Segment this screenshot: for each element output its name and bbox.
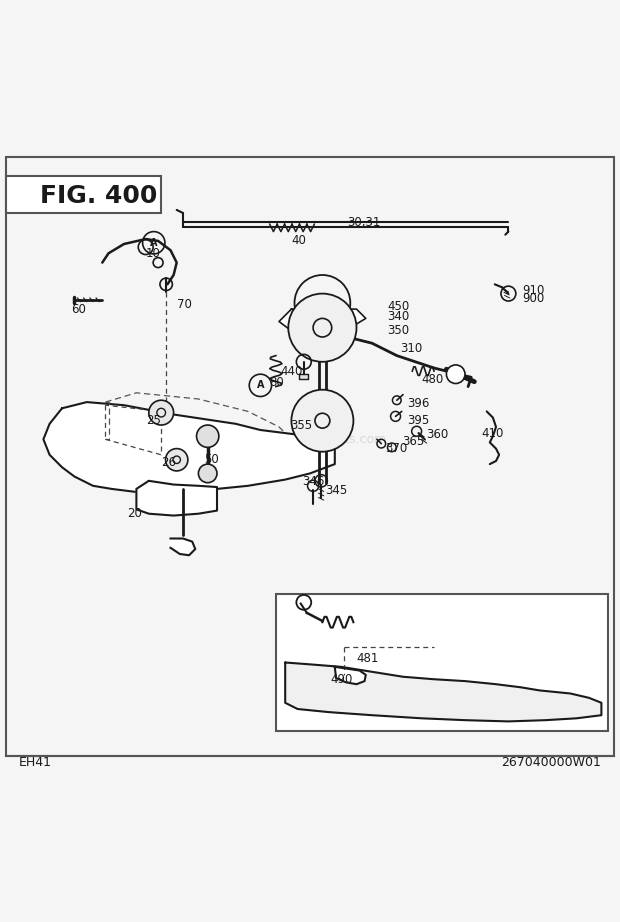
Text: 345: 345 — [326, 484, 348, 497]
Text: 50: 50 — [205, 454, 219, 467]
Text: 360: 360 — [426, 428, 448, 441]
Text: 450: 450 — [388, 300, 410, 313]
Polygon shape — [170, 538, 195, 555]
Text: 267040000W01: 267040000W01 — [502, 756, 601, 770]
Polygon shape — [285, 663, 601, 721]
Text: 481: 481 — [356, 652, 379, 665]
Text: eReplacementParts.com: eReplacementParts.com — [234, 432, 386, 446]
Circle shape — [197, 425, 219, 447]
Circle shape — [198, 464, 217, 483]
Circle shape — [446, 365, 465, 384]
Text: 370: 370 — [385, 443, 407, 455]
Polygon shape — [279, 309, 366, 331]
Text: 396: 396 — [407, 397, 430, 410]
Polygon shape — [43, 402, 335, 493]
Text: 350: 350 — [388, 325, 410, 337]
Circle shape — [288, 293, 356, 361]
Text: 40: 40 — [291, 234, 306, 247]
Circle shape — [166, 449, 188, 471]
Text: 80: 80 — [270, 376, 285, 389]
Text: 910: 910 — [523, 284, 545, 297]
Text: 25: 25 — [146, 414, 161, 427]
Circle shape — [149, 400, 174, 425]
Text: 355: 355 — [290, 419, 312, 431]
Text: 340: 340 — [388, 310, 410, 323]
Circle shape — [291, 390, 353, 452]
Text: 10: 10 — [146, 247, 161, 260]
Text: 440: 440 — [280, 364, 303, 378]
Text: 346: 346 — [303, 475, 325, 488]
Text: 20: 20 — [127, 507, 142, 520]
Text: FIG. 400: FIG. 400 — [40, 184, 157, 208]
Text: 26: 26 — [161, 455, 176, 468]
Text: 60: 60 — [71, 302, 86, 315]
Text: A: A — [150, 238, 157, 248]
Text: 365: 365 — [402, 434, 424, 448]
Text: A: A — [257, 381, 264, 390]
Polygon shape — [136, 481, 217, 515]
Polygon shape — [335, 667, 366, 684]
Bar — [276, 595, 608, 731]
Text: 480: 480 — [422, 372, 444, 385]
Text: EH41: EH41 — [19, 756, 51, 770]
Text: 395: 395 — [407, 414, 430, 427]
Text: 490: 490 — [330, 673, 353, 686]
Polygon shape — [299, 374, 308, 379]
Text: 900: 900 — [523, 292, 545, 305]
Text: 70: 70 — [177, 298, 192, 312]
Text: 310: 310 — [400, 342, 422, 355]
Bar — [6, 176, 161, 213]
Text: 30,31: 30,31 — [347, 216, 381, 229]
Text: 410: 410 — [482, 427, 504, 440]
